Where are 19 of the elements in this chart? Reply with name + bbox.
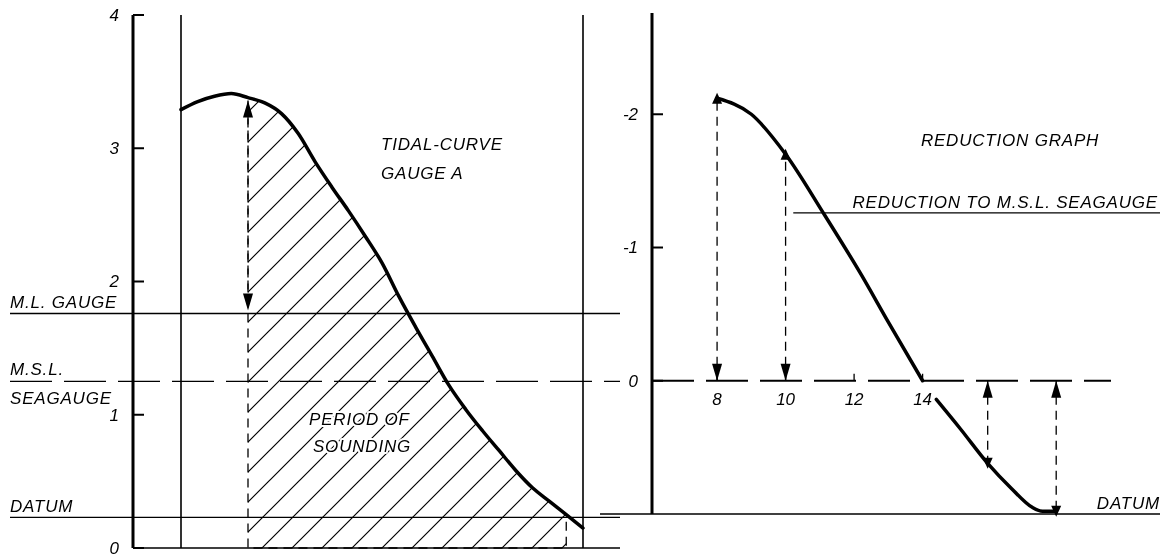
text: REDUCTION GRAPH — [920, 131, 1100, 150]
text: TIDAL-CURVE GAUGE A — [381, 135, 509, 183]
x-tick-label: 8 — [712, 389, 723, 409]
y-tick-label: 3 — [109, 139, 120, 159]
x-tick-label: 12 — [844, 389, 865, 409]
x-tick-label: 10 — [776, 389, 796, 409]
y-tick-label: 0 — [628, 371, 639, 391]
y-tick-label: 0 — [109, 538, 120, 558]
y-tick-label: -2 — [622, 105, 639, 125]
ref-line-label: DATUM — [1096, 494, 1161, 513]
x-tick-label: 14 — [913, 389, 933, 409]
ref-line-label: M.S.L. SEAGAUGE — [10, 360, 112, 409]
y-tick-label: 2 — [108, 272, 120, 292]
y-tick-label: 1 — [109, 405, 119, 425]
ref-line-label: DATUM — [10, 497, 74, 517]
annotation: REDUCTION TO M.S.L. SEAGAUGE — [852, 192, 1158, 212]
ref-line-label: M.L. GAUGE — [10, 293, 118, 313]
y-tick-label: -1 — [622, 238, 638, 258]
y-tick-label: 4 — [109, 5, 119, 25]
